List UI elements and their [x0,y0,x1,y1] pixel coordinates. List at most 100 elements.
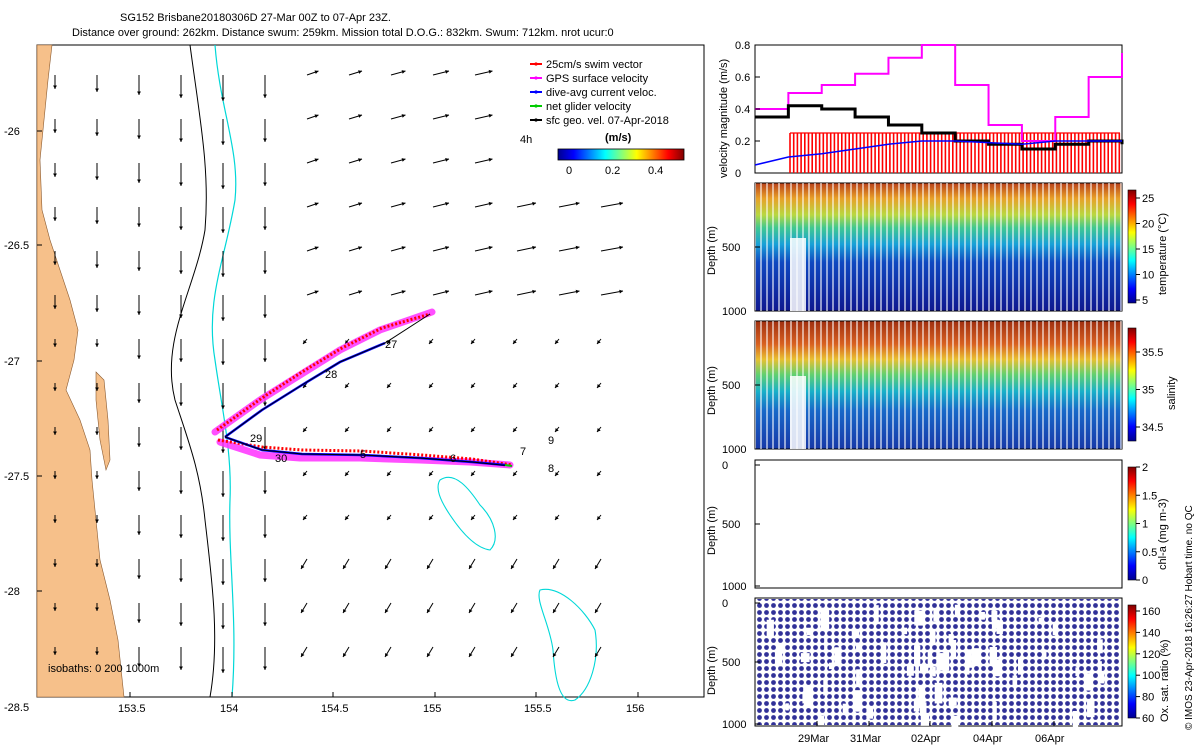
legend-label: sfc geo. vel. 07-Apr-2018 [546,115,669,127]
velocity-y-tick-label: 0.2 [735,136,750,148]
vector-arrowhead [221,537,225,541]
vector-arrowhead [345,384,349,388]
vector-arrowhead [597,428,601,432]
map-y-tick-label: -26 [4,126,20,138]
vector-arrowhead [137,179,141,183]
vector-arrowhead [401,70,406,74]
legend-label: GPS surface velocity [546,73,649,85]
temperature-y-tick-label: 1000 [722,306,746,318]
chla-cbar-tick-label: 0 [1142,575,1148,587]
oxygen-cbar-tick-label: 160 [1142,606,1160,618]
oxygen-gap [954,604,960,617]
velocity-y-axis: 0 0.2 0.4 0.6 0.8 [735,40,760,180]
vector-arrowhead [488,289,493,294]
vector-arrowhead [263,226,267,230]
vector-arrowhead [358,290,362,294]
vector-arrowhead [471,516,475,520]
vector-arrowhead [575,245,580,250]
vector-arrowhead [263,182,267,186]
vector-arrowhead [469,609,473,613]
oxygen-gap [967,649,972,668]
vector-arrowhead [137,311,141,315]
map-legend: 25cm/s swim vector GPS surface velocity di… [520,59,685,177]
map-panel: 27 28 29 30 5 6 7 8 9 153.5 154 154.5 155 15… [4,44,705,715]
vector-arrowhead [53,173,57,177]
oxygen-gap [933,607,939,622]
oxygen-gap [991,610,998,621]
vector-arrowhead [137,487,141,491]
glider-track [211,308,514,469]
oxygen-y-tick-label: 500 [722,657,740,669]
vector-arrowhead [385,565,389,569]
vector-arrowhead [488,201,493,206]
vector-arrowhead [179,138,183,142]
oxygen-gap [1097,639,1103,654]
chla-y-tick-label: 0 [722,460,728,472]
oxygen-gap [932,666,936,677]
vector-arrowhead [53,343,57,347]
temperature-dot-texture [755,183,1122,311]
date-tick-label: 29Mar [798,733,830,745]
vector-arrowhead [95,519,99,523]
vector-arrowhead [469,565,473,569]
vector-arrowhead [263,622,267,626]
vector-arrow [600,290,624,296]
oxygen-gap [851,629,860,638]
vector-arrowhead [387,472,391,476]
vector-arrowhead [532,201,536,206]
dive-avg-line [755,104,1124,151]
vector-arrowhead [555,384,559,388]
oxygen-gap [817,606,822,613]
vector-arrowhead [221,625,225,629]
vector-arrowhead [179,666,183,670]
track-day-label: 8 [548,463,554,475]
vector-arrowhead [314,290,319,294]
vector-arrowhead [385,609,389,613]
colorbar-tick: 0.4 [648,165,663,177]
vector-arrowhead [303,340,307,344]
vector-arrowhead [445,157,449,162]
vector-arrowhead [314,114,319,118]
oxygen-gap [1038,617,1043,624]
track-day-label: 30 [275,453,287,465]
vector-arrowhead [555,428,559,432]
vector-arrowhead [401,158,406,162]
vector-arrowhead [358,202,362,206]
vector-arrowhead [445,289,449,294]
vector-arrowhead [179,358,183,362]
vector-arrowhead [53,387,57,391]
vector-arrowhead [53,475,57,479]
oxygen-colorbar [1127,604,1137,719]
vector-arrowhead [137,575,141,579]
colorbar-title: (m/s) [605,132,632,144]
time-x-axis: 29Mar 31Mar 02Apr 04Apr 06Apr [798,721,1065,745]
vector-arrowhead [95,387,99,391]
oxygen-gap [1099,672,1105,684]
vector-arrowhead [358,114,362,118]
salinity-y-tick-label: 500 [722,380,740,392]
vector-arrowhead [471,340,475,344]
chla-cbar-tick-label: 1.5 [1142,490,1157,502]
oxygen-cbar-tick-label: 100 [1142,670,1160,682]
vector-arrowhead [401,202,406,206]
vector-arrowhead [429,428,433,432]
oxygen-gap [1072,711,1079,733]
vector-arrowhead [221,229,225,233]
vector-arrowhead [401,290,406,294]
oxygen-gap [1098,661,1102,674]
oxygen-gap [989,647,998,666]
vector-arrowhead [513,384,517,388]
vector-arrowhead [597,472,601,476]
vector-arrowhead [263,314,267,318]
chla-ylabel: Depth (m) [706,506,718,555]
vector-arrowhead [553,653,557,657]
oxygen-gap [806,627,812,636]
temperature-cbar-tick-label: 25 [1142,193,1154,205]
vector-arrowhead [95,343,99,347]
oxygen-gap [993,659,1002,677]
vector-arrowhead [53,431,57,435]
oxygen-gap [948,697,957,706]
vector-arrowhead [343,609,347,613]
vector-arrowhead [95,308,99,312]
oxygen-gap [780,642,786,654]
